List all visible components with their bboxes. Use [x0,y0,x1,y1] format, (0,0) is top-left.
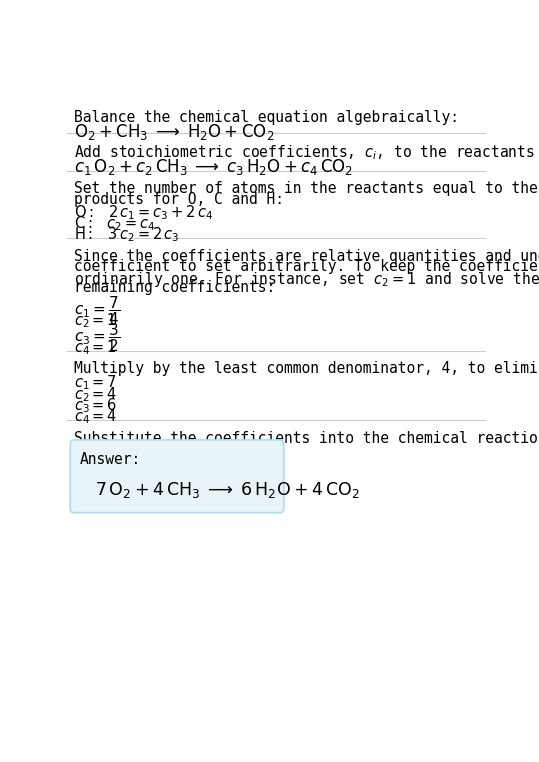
Text: Multiply by the least common denominator, 4, to eliminate fractional coefficient: Multiply by the least common denominator… [74,361,539,376]
Text: Substitute the coefficients into the chemical reaction to obtain the balanced: Substitute the coefficients into the che… [74,431,539,446]
Text: $\mathrm{O_2 + CH_3 \;\longrightarrow\; H_2O + CO_2}$: $\mathrm{O_2 + CH_3 \;\longrightarrow\; … [74,122,274,142]
Text: $c_2 = 1$: $c_2 = 1$ [74,311,116,330]
Text: remaining coefficients:: remaining coefficients: [74,280,275,296]
Text: $c_2 = 4$: $c_2 = 4$ [74,385,117,404]
Text: Set the number of atoms in the reactants equal to the number of atoms in the: Set the number of atoms in the reactants… [74,181,539,196]
Text: Since the coefficients are relative quantities and underdetermined, choose a: Since the coefficients are relative quan… [74,248,539,264]
Text: $c_4 = 1$: $c_4 = 1$ [74,338,116,357]
Text: Answer:: Answer: [80,453,141,467]
Text: products for O, C and H:: products for O, C and H: [74,192,284,207]
Text: coefficient to set arbitrarily. To keep the coefficients small, the arbitrary va: coefficient to set arbitrarily. To keep … [74,259,539,274]
Text: $\mathrm{C:}\;\;\; c_2 = c_4$: $\mathrm{C:}\;\;\; c_2 = c_4$ [74,214,155,232]
Text: $c_1\,\mathrm{O_2} + c_2\,\mathrm{CH_3} \;\longrightarrow\; c_3\,\mathrm{H_2O} +: $c_1\,\mathrm{O_2} + c_2\,\mathrm{CH_3} … [74,156,353,177]
Text: $\mathrm{H:}\;\;\; 3\,c_2 = 2\,c_3$: $\mathrm{H:}\;\;\; 3\,c_2 = 2\,c_3$ [74,226,179,244]
Text: $c_4 = 4$: $c_4 = 4$ [74,407,117,426]
Text: $c_1 = 7$: $c_1 = 7$ [74,373,117,392]
Text: ordinarily one. For instance, set $c_2 = 1$ and solve the system of equations fo: ordinarily one. For instance, set $c_2 =… [74,270,539,289]
Text: Balance the chemical equation algebraically:: Balance the chemical equation algebraica… [74,110,459,125]
Text: $c_1 = \dfrac{7}{4}$: $c_1 = \dfrac{7}{4}$ [74,294,120,327]
Text: $\mathrm{O:}\;\;\; 2\,c_1 = c_3 + 2\,c_4$: $\mathrm{O:}\;\;\; 2\,c_1 = c_3 + 2\,c_4… [74,203,213,222]
Text: $7\,\mathrm{O_2} + 4\,\mathrm{CH_3} \;\longrightarrow\; 6\,\mathrm{H_2O} + 4\,\m: $7\,\mathrm{O_2} + 4\,\mathrm{CH_3} \;\l… [94,480,359,500]
FancyBboxPatch shape [70,440,284,513]
Text: equation:: equation: [74,441,153,456]
Text: $c_3 = 6$: $c_3 = 6$ [74,396,117,415]
Text: Add stoichiometric coefficients, $c_i$, to the reactants and products:: Add stoichiometric coefficients, $c_i$, … [74,143,539,162]
Text: $c_3 = \dfrac{3}{2}$: $c_3 = \dfrac{3}{2}$ [74,322,120,354]
